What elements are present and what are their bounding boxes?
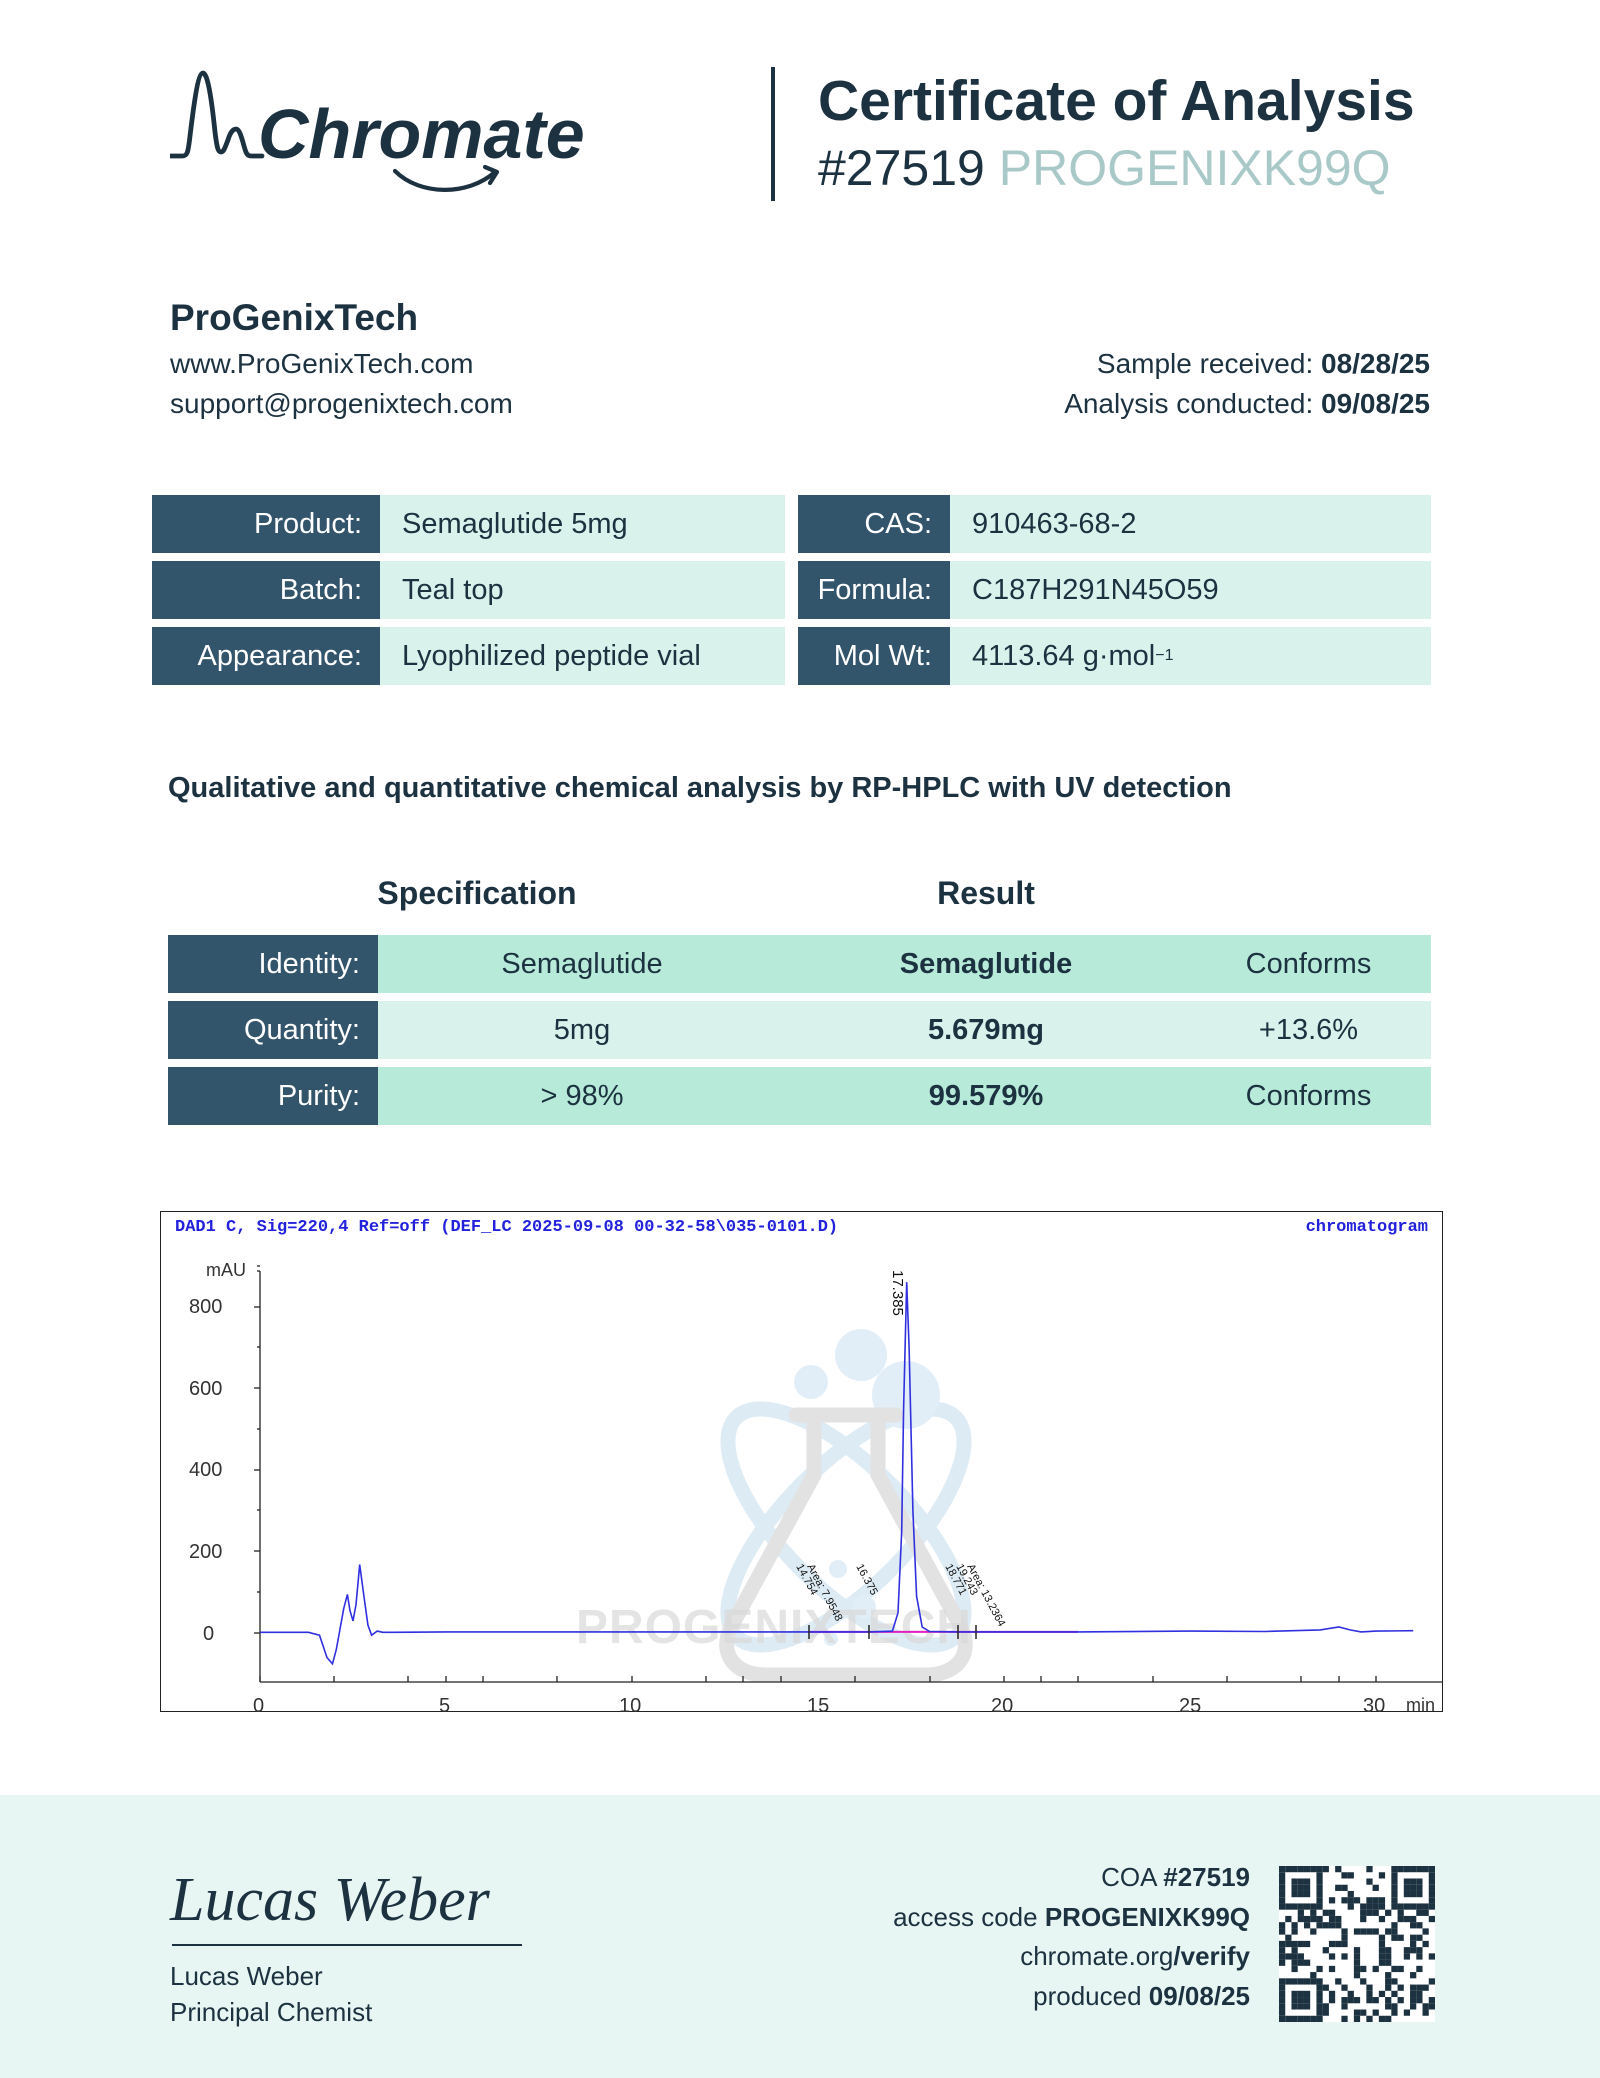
svg-text:Chromate: Chromate [258, 95, 585, 173]
